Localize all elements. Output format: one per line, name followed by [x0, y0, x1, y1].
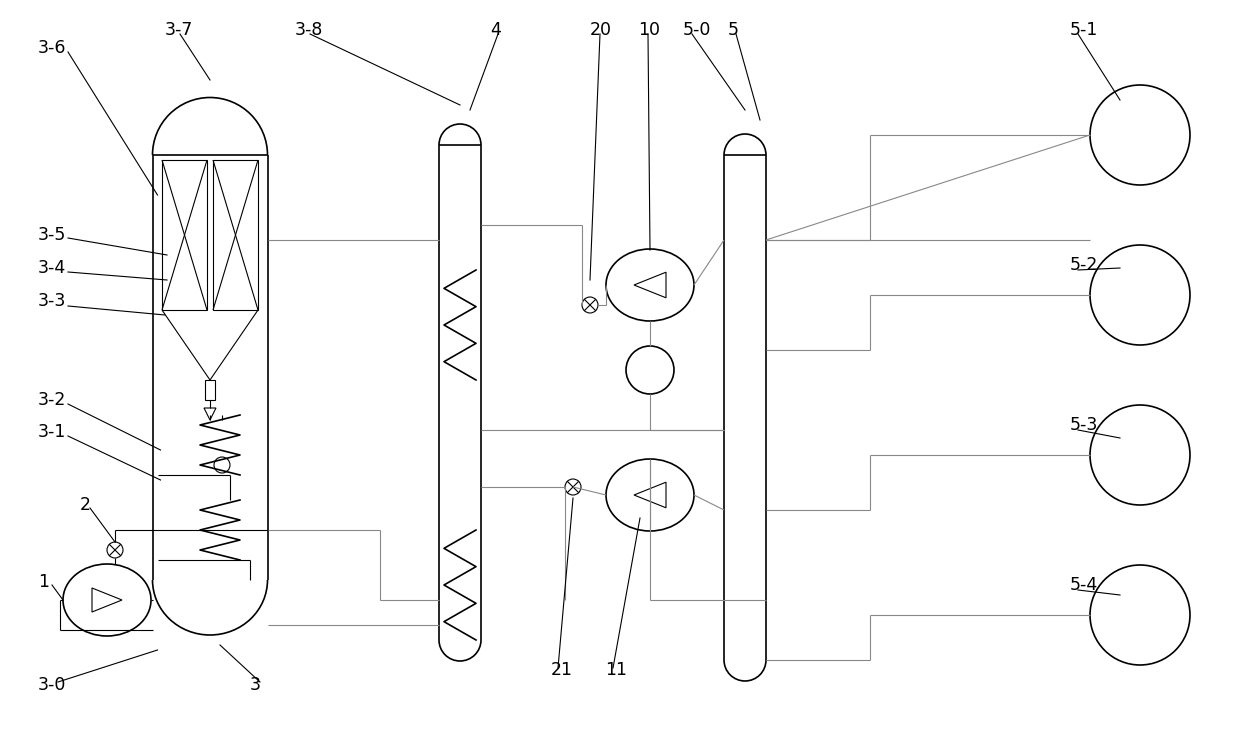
- Text: 3-6: 3-6: [38, 39, 67, 57]
- Bar: [205, 380, 215, 400]
- Text: 21: 21: [551, 661, 573, 679]
- Text: 3-4: 3-4: [38, 259, 66, 277]
- Text: 3-3: 3-3: [38, 292, 67, 310]
- Text: 20: 20: [590, 21, 613, 39]
- Text: 3-2: 3-2: [38, 391, 67, 409]
- Text: 4: 4: [490, 21, 501, 39]
- Text: 2: 2: [81, 496, 91, 514]
- Text: 3-8: 3-8: [295, 21, 324, 39]
- Text: 5-3: 5-3: [1070, 416, 1099, 434]
- Text: 5-2: 5-2: [1070, 256, 1099, 274]
- Text: 3-1: 3-1: [38, 423, 67, 441]
- Text: 3-0: 3-0: [38, 676, 67, 694]
- Bar: [213, 160, 258, 310]
- Text: 5-1: 5-1: [1070, 21, 1099, 39]
- Text: 5: 5: [728, 21, 739, 39]
- Text: 10: 10: [639, 21, 660, 39]
- Text: 3-5: 3-5: [38, 226, 67, 244]
- Text: 1: 1: [38, 573, 50, 591]
- Text: 5-4: 5-4: [1070, 576, 1099, 594]
- Bar: [162, 160, 207, 310]
- Text: 5-0: 5-0: [683, 21, 712, 39]
- Text: 3: 3: [250, 676, 260, 694]
- Text: 3-7: 3-7: [165, 21, 193, 39]
- Text: 11: 11: [605, 661, 627, 679]
